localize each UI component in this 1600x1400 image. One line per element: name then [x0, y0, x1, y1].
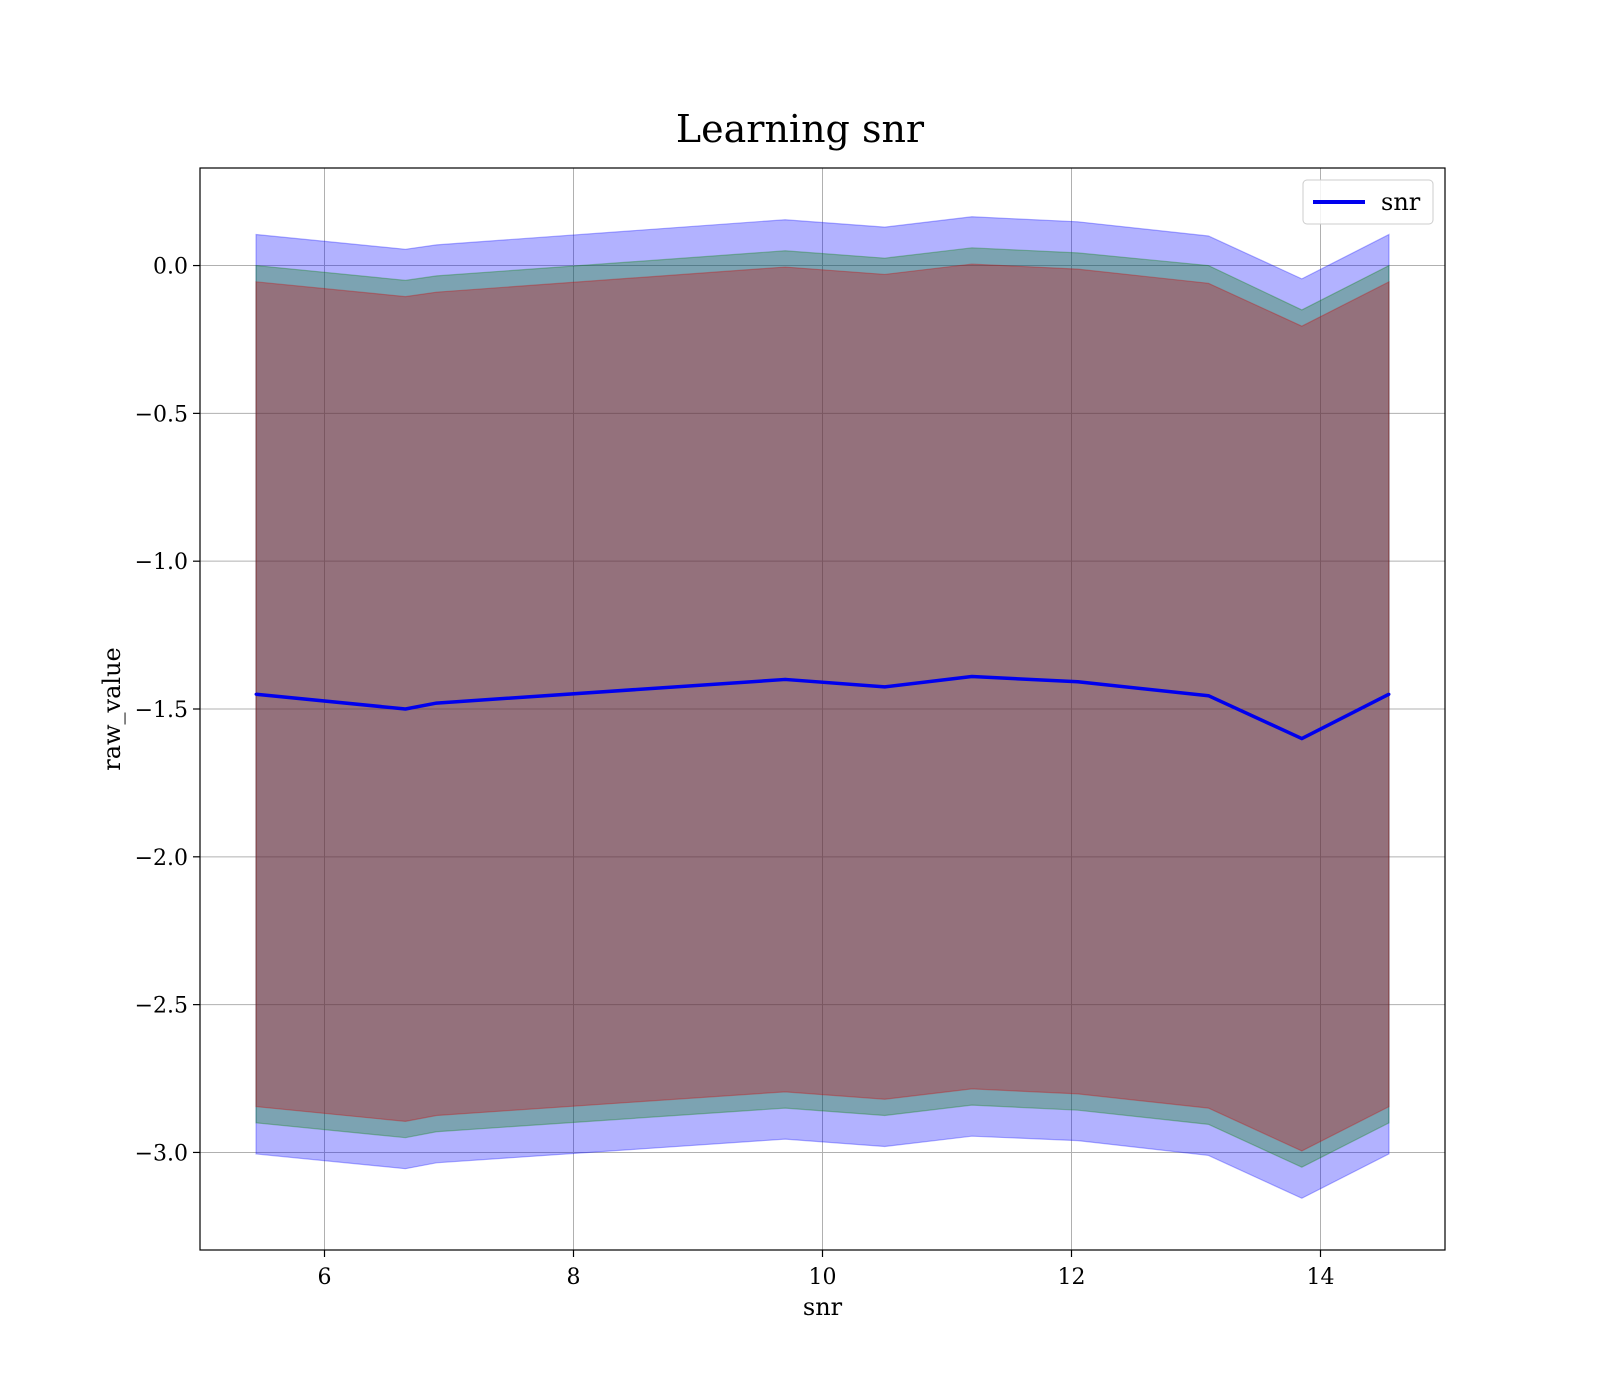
data-point [1206, 694, 1210, 698]
data-point [403, 707, 407, 711]
data-point [883, 685, 887, 689]
y-tick-label: −0.5 [135, 402, 188, 427]
confidence-band-3 [255, 263, 1390, 1152]
data-point [970, 674, 974, 678]
legend-label-snr: snr [1381, 188, 1421, 216]
legend-box [1302, 179, 1434, 225]
y-tick-label: −2.5 [135, 994, 188, 1019]
y-axis-ticks: 0.0 −0.5 −1.0 −1.5 −2.0 −2.5 −3.0 [135, 255, 200, 1166]
x-tick-label: 6 [318, 1265, 332, 1290]
data-point [1300, 737, 1304, 741]
legend: snr [1302, 179, 1434, 225]
y-tick-label: −1.5 [135, 698, 188, 723]
data-point [783, 677, 787, 681]
y-tick-label: −3.0 [135, 1141, 188, 1166]
confidence-band-1 [255, 216, 1390, 1199]
x-axis-ticks: 6 8 10 12 14 [318, 1250, 1335, 1290]
confidence-band-2 [255, 247, 1390, 1168]
grid-layer [200, 168, 1445, 1250]
y-tick-label: −1.0 [135, 550, 188, 575]
band-layer [255, 216, 1390, 1199]
x-tick-label: 14 [1307, 1265, 1335, 1290]
chart-title: Learning snr [676, 107, 925, 151]
x-tick-label: 10 [809, 1265, 837, 1290]
x-tick-label: 8 [567, 1265, 581, 1290]
data-point [254, 692, 258, 696]
y-tick-label: −2.0 [135, 846, 188, 871]
data-point [435, 701, 439, 705]
line-layer [254, 674, 1391, 741]
x-axis-label: snr [803, 1293, 843, 1321]
y-tick-label: 0.0 [153, 255, 188, 280]
y-axis-label: raw_value [98, 647, 126, 771]
x-tick-label: 12 [1058, 1265, 1086, 1290]
series-line-snr [255, 674, 1390, 741]
data-point [1076, 680, 1080, 684]
data-point [1387, 692, 1391, 696]
